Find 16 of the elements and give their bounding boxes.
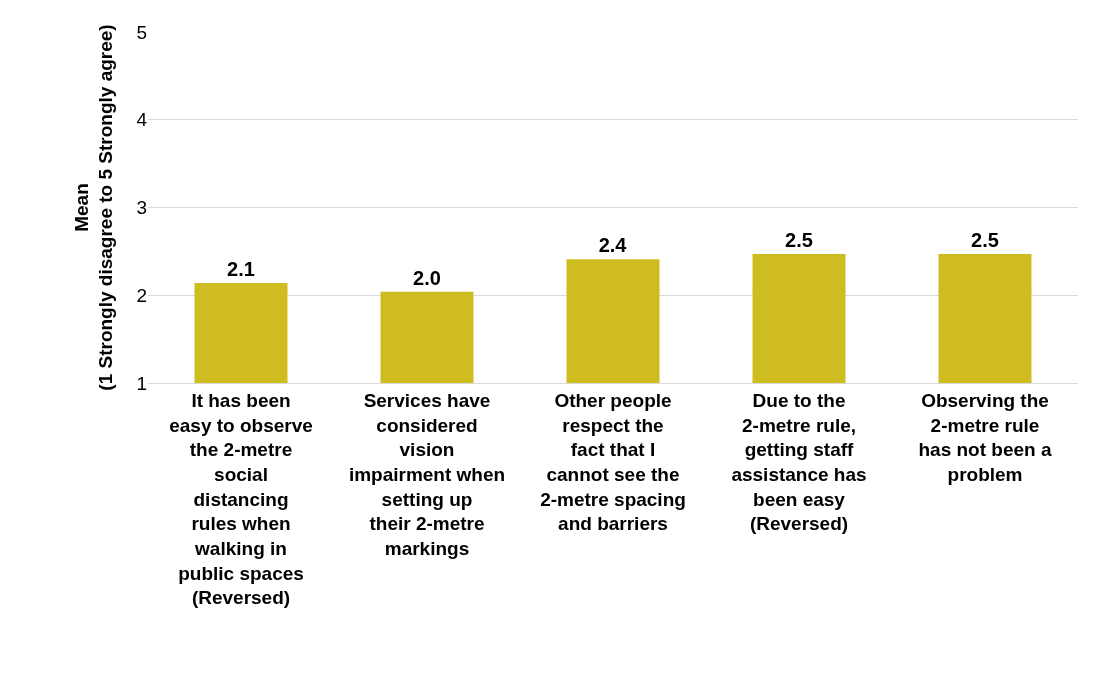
y-tick-label: 3	[136, 197, 147, 219]
x-tick-label: Services have considered vision impairment when setting up their 2-metre markings	[348, 389, 506, 559]
y-axis-title: Mean (1 Strongly disagree to 5 Strongly agree)	[70, 24, 117, 391]
x-tick-label: Other people respect the fact that I cannot see the 2-metre spacing and barriers	[540, 389, 686, 535]
data-label: 2.1	[227, 257, 255, 280]
y-tick-label: 4	[136, 109, 148, 131]
data-label: 2.0	[413, 266, 441, 289]
data-label: 2.5	[785, 229, 813, 252]
data-label: 2.4	[598, 234, 628, 257]
y-tick-label: 5	[136, 21, 147, 43]
y-tick-label: 1	[136, 372, 147, 394]
x-tick-label: Observing the 2-metre rule has not been a problem	[918, 389, 1052, 485]
category-label: It has been easy to observe the 2-metre social distancing rules when walking in public spaces (Reversed)	[169, 389, 313, 609]
data-label: 2.5	[971, 229, 999, 252]
y-tick-label: 2	[136, 284, 147, 306]
x-tick-label: Due to the 2-metre rule, getting staff assistance has been easy (Reversed)	[731, 389, 867, 535]
